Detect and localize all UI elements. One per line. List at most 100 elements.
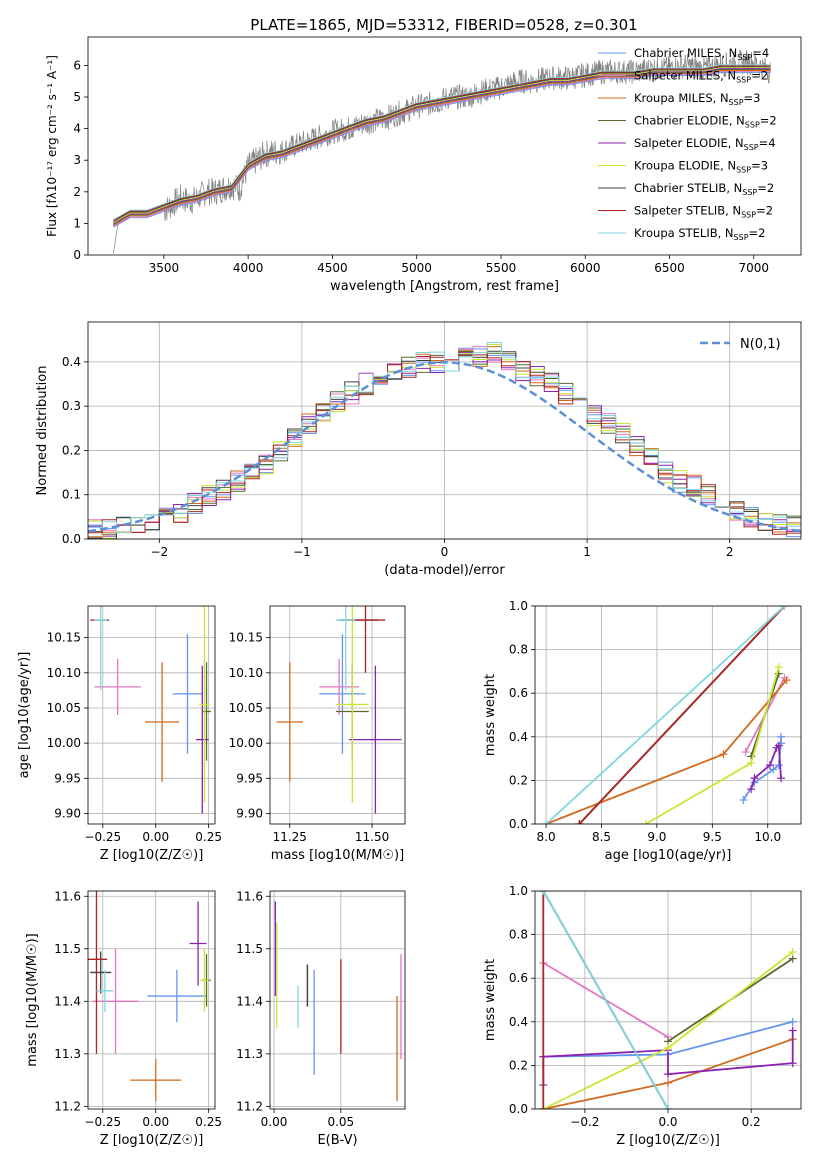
weight-line <box>545 606 786 824</box>
errorbar-point <box>319 658 359 715</box>
legend-count: =4 <box>752 46 769 60</box>
errorbar-point <box>145 662 180 782</box>
y-tick-label: 9.90 <box>54 806 81 820</box>
weight-marker <box>741 748 750 757</box>
y-tick-label: 11.5 <box>54 942 81 956</box>
x-tick-label: 11.25 <box>273 830 307 844</box>
x-tick-label: 4500 <box>317 261 348 275</box>
y-axis-label: mass [log10(M/M☉)] <box>25 933 40 1066</box>
legend-subscript: SSP <box>734 233 749 242</box>
y-tick-label: 0.0 <box>62 532 81 546</box>
y-axis-label: age [log10(age/yr)] <box>17 652 32 779</box>
legend-label: Salpeter MILES, NSSP=2 <box>634 69 768 85</box>
spectrum-model-line <box>113 65 771 221</box>
axes-frame <box>87 890 216 1110</box>
weight-marker <box>769 765 778 774</box>
axes-frame <box>534 605 802 825</box>
spectrum-model-line <box>113 64 771 220</box>
y-tick-label: 0.1 <box>62 488 81 502</box>
weight-marker <box>539 891 548 895</box>
x-tick-label: 6500 <box>654 261 685 275</box>
plot-area <box>112 49 772 254</box>
legend-subscript: SSP <box>736 76 751 85</box>
x-axis-label: mass [log10(M/M☉)] <box>271 848 404 863</box>
y-tick-label: 11.6 <box>236 889 263 903</box>
errorbar-point <box>130 1059 182 1102</box>
weight-marker <box>641 820 650 824</box>
y-axis-label: Normed distribution <box>35 366 50 496</box>
y-tick-label: 4 <box>73 122 81 136</box>
spectrum-model-line <box>113 70 771 227</box>
figure-title: PLATE=1865, MJD=53312, FIBERID=0528, z=0… <box>250 16 637 34</box>
y-tick-label: 10.15 <box>229 631 263 645</box>
panel-residuals: −2 −1 0 1 2 0.0 0.1 0.2 0.3 0.4 (data-model)/error… <box>35 321 802 578</box>
x-tick-label: 0.05 <box>327 1115 354 1129</box>
legend-count: =3 <box>751 159 768 173</box>
legend-subscript: SSP <box>736 166 751 175</box>
weight-marker <box>777 732 786 741</box>
y-tick-label: 11.4 <box>54 994 81 1008</box>
y-tick-label: 0.6 <box>509 971 528 985</box>
x-tick-label: 0.00 <box>142 830 169 844</box>
y-axis-label: mass weight <box>483 959 498 1041</box>
weight-marker <box>664 1078 672 1087</box>
errorbar-point <box>349 665 402 814</box>
plot-area <box>276 606 402 814</box>
y-tick-label: 10.00 <box>47 736 81 750</box>
plot-area <box>274 901 402 1102</box>
weight-marker <box>539 1105 548 1109</box>
y-tick-label: 10.10 <box>47 666 81 680</box>
weight-marker <box>782 676 791 685</box>
errorbar-point <box>335 606 369 803</box>
x-tick-label: −0.2 <box>570 1115 599 1129</box>
y-tick-label: 1 <box>73 216 81 230</box>
y-tick-label: 11.3 <box>236 1047 263 1061</box>
axes-frame <box>87 36 802 256</box>
legend-count: =2 <box>760 114 777 128</box>
legend-label: Chabrier MILES, NSSP=4 <box>634 46 769 62</box>
y-tick-label: 10.15 <box>47 631 81 645</box>
legend-label: Kroupa STELIB, NSSP=2 <box>634 226 765 242</box>
errorbar-point <box>90 951 112 994</box>
y-tick-label: 9.90 <box>236 806 263 820</box>
x-tick-label: 6000 <box>570 261 601 275</box>
legend-subscript: SSP <box>741 211 756 220</box>
weight-marker <box>777 774 786 783</box>
legend-subscript: SSP <box>742 188 757 197</box>
x-axis-label: age [log10(age/yr)] <box>605 848 732 863</box>
y-tick-label: 0.4 <box>509 730 528 744</box>
weight-marker <box>774 761 783 770</box>
spectrum-legend: Chabrier MILES, NSSP=4 Salpeter MILES, NS… <box>598 46 777 242</box>
y-tick-label: 0.6 <box>509 686 528 700</box>
weight-marker <box>788 1059 797 1068</box>
y-tick-label: 1.0 <box>509 599 528 613</box>
plot-area <box>539 891 797 1109</box>
errorbar-point <box>202 662 211 761</box>
panel-weight-vs-age: 8.0 8.5 9.0 9.5 10.0 0.0 0.2 0.4 0.6 0.8 1.0 age [l… <box>483 599 802 863</box>
legend-label: Salpeter STELIB, NSSP=2 <box>634 204 773 220</box>
panel-age-vs-z: −0.25 0.00 0.25 9.90 9.95 10.00 10.05 10.10 10.1… <box>17 605 222 863</box>
legend-count: =2 <box>751 69 768 83</box>
panel-weight-vs-z: −0.2 0.0 0.2 0.0 0.2 0.4 0.6 0.8 1.0 Z [log10(Z/Z… <box>483 884 802 1148</box>
spectrum-model-line <box>113 69 771 225</box>
y-tick-label: 10.10 <box>229 666 263 680</box>
weight-line <box>542 891 669 1109</box>
y-tick-label: 0.0 <box>509 817 528 831</box>
x-tick-label: 8.5 <box>592 830 611 844</box>
spectrum-model-line <box>113 67 771 223</box>
legend-label: Chabrier STELIB, NSSP=2 <box>634 181 774 197</box>
weight-line <box>578 606 786 824</box>
legend-count: =2 <box>757 181 774 195</box>
y-axis-label: Flux [fλ10⁻¹⁷ erg cm⁻² s⁻¹ A⁻¹] <box>45 55 59 237</box>
gaussian-curve <box>88 361 801 533</box>
axes-frame <box>269 605 406 825</box>
legend-count: =2 <box>749 226 766 240</box>
x-tick-label: −2 <box>150 545 168 559</box>
weight-marker <box>739 796 748 805</box>
errorbar-point <box>199 606 210 803</box>
y-tick-label: 0.2 <box>62 443 81 457</box>
y-tick-label: 11.2 <box>54 1099 81 1113</box>
x-tick-label: 9.5 <box>703 830 722 844</box>
y-tick-label: 11.6 <box>54 889 81 903</box>
